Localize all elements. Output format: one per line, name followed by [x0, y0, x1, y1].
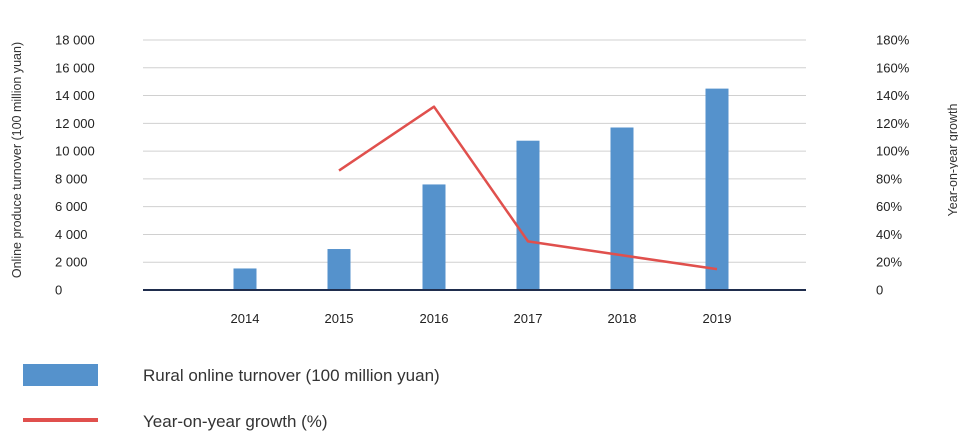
legend-bar-swatch — [23, 364, 98, 386]
line-series — [338, 105, 718, 271]
y-axis-title: Online produce turnover (100 million yua… — [10, 42, 24, 278]
y2-tick-label: 120% — [876, 116, 910, 131]
growth-line — [338, 105, 718, 271]
y-tick-label: 16 000 — [55, 60, 95, 75]
legend: Rural online turnover (100 million yuan)… — [23, 364, 440, 431]
legend-line-swatch — [23, 418, 98, 422]
legend-bar-label: Rural online turnover (100 million yuan) — [143, 366, 440, 385]
x-tick-label: 2019 — [703, 311, 732, 326]
x-tick-label: 2016 — [420, 311, 449, 326]
bar — [516, 140, 540, 290]
y-tick-label: 14 000 — [55, 88, 95, 103]
y-tick-label: 6 000 — [55, 199, 88, 214]
bar-series — [233, 88, 729, 290]
y2-tick-label: 0 — [876, 283, 883, 298]
y-tick-label: 10 000 — [55, 144, 95, 159]
bar — [610, 127, 634, 290]
y2-tick-label: 180% — [876, 33, 910, 48]
y2-tick-label: 80% — [876, 171, 902, 186]
x-tick-label: 2015 — [325, 311, 354, 326]
x-tick-label: 2018 — [608, 311, 637, 326]
y2-tick-label: 60% — [876, 199, 902, 214]
x-tick-label: 2014 — [231, 311, 260, 326]
y-tick-label: 2 000 — [55, 255, 88, 270]
x-tick-label: 2017 — [514, 311, 543, 326]
bar — [705, 88, 729, 290]
y-tick-label: 8 000 — [55, 171, 88, 186]
bar — [233, 268, 257, 290]
y2-tick-label: 40% — [876, 227, 902, 242]
y-tick-label: 18 000 — [55, 33, 95, 48]
y-tick-label: 0 — [55, 283, 62, 298]
y2-tick-label: 140% — [876, 88, 910, 103]
bar — [327, 249, 351, 290]
y2-tick-label: 100% — [876, 144, 910, 159]
bar — [422, 184, 446, 290]
gridlines — [143, 39, 806, 263]
y2-tick-label: 160% — [876, 60, 910, 75]
y2-tick-label: 20% — [876, 255, 902, 270]
y-tick-label: 12 000 — [55, 116, 95, 131]
legend-line-label: Year-on-year growth (%) — [143, 412, 328, 431]
y-tick-label: 4 000 — [55, 227, 88, 242]
y2-axis-title: Year-on-year growth — [946, 104, 958, 217]
tick-labels: 0 0 2 000 20% 4 000 40% 6 000 60% 8 000 80% 10 000… — [55, 33, 910, 327]
